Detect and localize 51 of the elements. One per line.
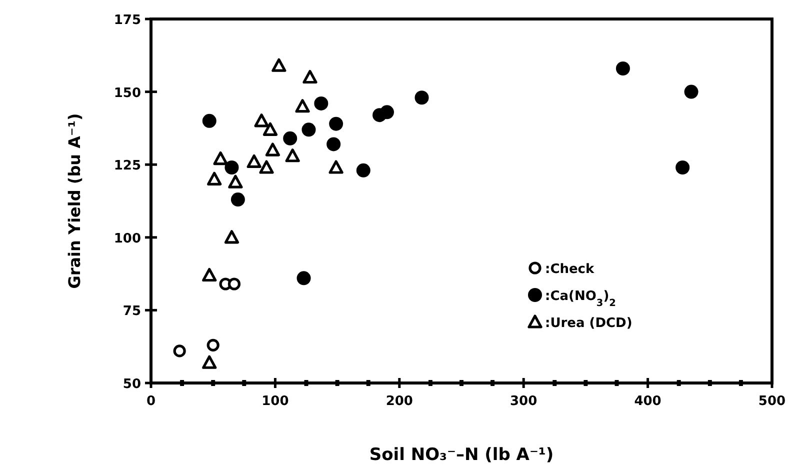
point: [326, 137, 341, 152]
point: [356, 163, 370, 178]
x-axis-title: Soil NO₃⁻–N (lb A⁻¹): [369, 445, 554, 465]
point: [302, 122, 316, 137]
point: [228, 278, 241, 290]
point: [224, 230, 240, 244]
point: [314, 96, 328, 110]
point: [283, 131, 298, 146]
point: [328, 160, 344, 174]
point: [302, 70, 318, 84]
point: [173, 344, 186, 358]
point: [329, 116, 344, 131]
point: [224, 160, 239, 175]
point: [380, 105, 394, 120]
point: [295, 99, 310, 113]
x-tick-label: 400: [634, 394, 662, 409]
point: [259, 160, 274, 174]
point: [265, 142, 280, 156]
point: [246, 154, 262, 168]
point: [296, 271, 311, 286]
point: [262, 122, 278, 136]
point: [207, 172, 222, 186]
y-tick-label: 125: [114, 158, 141, 174]
point: [254, 114, 269, 128]
y-tick-label: 75: [122, 304, 141, 320]
point: [202, 114, 216, 128]
x-tick-label: 0: [146, 394, 156, 409]
point: [676, 160, 690, 175]
point: [206, 338, 220, 352]
point: [202, 268, 217, 282]
legend-label: :Ca(NO$_{3}$)$_{2}$: [545, 289, 616, 308]
point: [272, 58, 286, 72]
point: [213, 151, 228, 166]
y-tick-label: 150: [114, 86, 141, 101]
point: [202, 355, 217, 369]
point: [230, 192, 245, 207]
point: [285, 148, 300, 162]
point: [616, 62, 630, 76]
legend-label: :Check: [545, 262, 595, 277]
point: [684, 84, 698, 99]
x-tick-label: 500: [758, 394, 786, 409]
point: [228, 174, 243, 188]
x-tick-label: 200: [386, 394, 413, 409]
y-tick-label: 50: [122, 377, 141, 392]
y-axis-title: Grain Yield (bu A⁻¹): [65, 113, 84, 289]
point: [414, 90, 429, 105]
x-tick-label: 300: [510, 394, 538, 409]
x-tick-label: 100: [262, 394, 289, 409]
y-tick-label: 175: [114, 13, 141, 28]
y-tick-label: 100: [114, 231, 141, 246]
legend-label: :Urea (DCD): [545, 316, 632, 331]
